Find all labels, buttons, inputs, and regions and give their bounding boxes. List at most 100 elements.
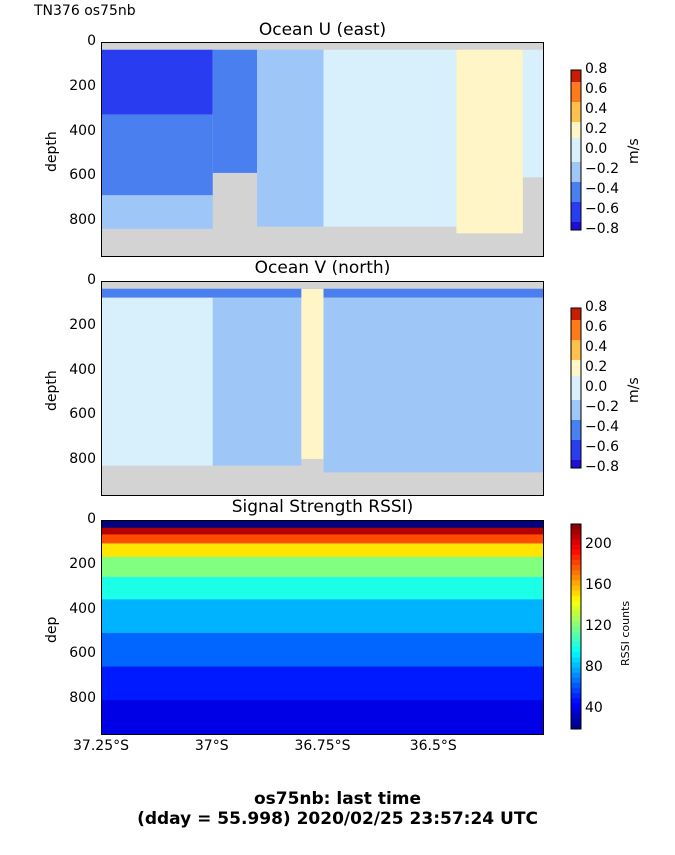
panel-1-colorbar-tick-1: 0.6 (585, 81, 608, 97)
panel-2-colorbar-segment-25 (571, 408, 581, 413)
panel-1-ytick-2: 400 (69, 122, 96, 139)
panel-1-colorbar-segment-32 (571, 198, 581, 203)
panel-2-colorbar-segment-11 (571, 352, 581, 357)
panel-3-colorbar-segment-25 (571, 652, 581, 658)
panel-3-colorbar-segment-7 (571, 559, 581, 566)
heatmap-region-7 (522, 49, 543, 178)
panel-1-colorbar-segment-18 (571, 142, 581, 147)
panel-1-colorbar-segment-16 (571, 134, 581, 139)
panel-2-colorbar-segment-15 (571, 368, 581, 373)
panel-3-colorbar-segment-27 (571, 662, 581, 668)
panel-1-colorbar-segment-25 (571, 170, 581, 175)
panel-1-colorbar-segment-38 (571, 222, 581, 227)
panel-3-colorbar-segment-12 (571, 585, 581, 592)
panel-3-colorbar-segment-34 (571, 698, 581, 704)
panel-1-colorbar-segment-26 (571, 174, 581, 179)
heatmap-band-4 (102, 576, 543, 600)
panel-1-ytick-3: 600 (69, 167, 96, 184)
panel-1-heatmap (102, 43, 543, 256)
panel-2-colorbar-segment-38 (571, 460, 581, 465)
panel-1-colorbar-segment-19 (571, 146, 581, 151)
panel-2-colorbar-segment-23 (571, 400, 581, 405)
panel-2-colorbar-segment-2 (571, 316, 581, 321)
heatmap-band-6 (102, 632, 543, 668)
panel-1-colorbar-segment-12 (571, 118, 581, 123)
panel-2-colorbar-tick-5: −0.2 (585, 399, 619, 415)
panel-3-colorbar-segment-10 (571, 575, 581, 581)
panel-3-colorbar-segment-9 (571, 570, 581, 576)
panel-1-colorbar-tick-2: 0.4 (585, 101, 608, 117)
footer-line-1: os75nb: last time (253, 789, 422, 809)
panel-2-colorbar-segment-8 (571, 340, 581, 345)
panel-3-colorbar-segment-6 (571, 554, 581, 561)
panel-2-ytick-4: 800 (69, 451, 96, 468)
panel-3-colorbar-segment-32 (571, 688, 581, 694)
xtick-label-1: 37°S (194, 738, 229, 754)
panel-3-colorbar-segment-38 (571, 718, 581, 725)
panel-2-colorbar-segment-4 (571, 324, 581, 329)
panel-3-colorbar-segment-29 (571, 672, 581, 679)
panel-2-ytick-2: 400 (69, 361, 96, 378)
heatmap-region-4 (323, 297, 543, 473)
panel-2-colorbar-segment-3 (571, 320, 581, 325)
panel-3-colorbar-segment-18 (571, 616, 581, 622)
panel-2-colorbar-label: m/s (626, 377, 642, 403)
panel-2-colorbar-segment-26 (571, 412, 581, 417)
panel-2-colorbar-tick-8: −0.8 (585, 459, 619, 475)
panel-3-colorbar-segment-1 (571, 529, 581, 535)
panel-3-ytick-1: 200 (69, 555, 96, 572)
panel-2-colorbar-tick-4: 0.0 (585, 379, 608, 395)
panel-1-colorbar-segment-17 (571, 138, 581, 143)
panel-1-colorbar-segment-2 (571, 78, 581, 83)
panel-1-colorbar-segment-0 (571, 70, 581, 75)
heatmap-region-6 (456, 49, 523, 234)
footer-line-2: (dday = 55.998) 2020/02/25 23:57:24 UTC (137, 809, 538, 829)
panel-3-colorbar-segment-37 (571, 713, 581, 720)
panel-1-colorbar-segment-39 (571, 226, 581, 231)
panel-3-colorbar-segment-33 (571, 693, 581, 699)
panel-1-colorbar-segment-20 (571, 150, 581, 155)
panel-1-colorbar-segment-8 (571, 102, 581, 107)
panel-3-colorbar-segment-20 (571, 626, 581, 633)
panel-3-colorbar-segment-26 (571, 657, 581, 663)
xtick-label-2: 36.75°S (294, 738, 351, 754)
panel-1-colorbar-segment-10 (571, 110, 581, 115)
panel-3-colorbar-segment-23 (571, 641, 581, 648)
heatmap-band-8 (102, 700, 543, 734)
panel-2-colorbar-segment-31 (571, 432, 581, 437)
panel-2-colorbar-segment-19 (571, 384, 581, 389)
panel-2-colorbar-segment-6 (571, 332, 581, 337)
panel-2-colorbar-tick-7: −0.6 (585, 439, 619, 455)
heatmap-region-3 (301, 288, 324, 459)
panel-2-colorbar-outline (570, 307, 582, 469)
panel-3-title: Signal Strength RSSI) (231, 497, 414, 517)
panel-3-colorbar-segment-15 (571, 600, 581, 607)
panel-1-ytick-4: 800 (69, 212, 96, 229)
panel-2-colorbar-segment-29 (571, 424, 581, 429)
panel-3-colorbar-tick-0: 200 (585, 535, 612, 552)
panel-3-colorbar-segment-2 (571, 534, 581, 540)
heatmap-band-0 (102, 527, 543, 535)
panel-2-colorbar-segment-33 (571, 440, 581, 445)
panel-1-title: Ocean U (east) (258, 20, 387, 40)
panel-2-colorbar-segment-36 (571, 452, 581, 457)
panel-1-colorbar-tick-0: 0.8 (585, 61, 608, 77)
panel-2-colorbar (570, 307, 582, 469)
panel-3-colorbar-segment-30 (571, 677, 581, 684)
panel-3-colorbar-outline (570, 523, 582, 730)
panel-1-colorbar-segment-11 (571, 114, 581, 119)
panel-2-colorbar-segment-0 (571, 308, 581, 313)
panel-1-ytick-0: 0 (87, 33, 96, 49)
panel-1-ytick-1: 200 (69, 77, 96, 94)
panel-3-colorbar-tick-4: 40 (585, 699, 603, 716)
panel-2-colorbar-segment-28 (571, 420, 581, 425)
panel-1-colorbar-segment-4 (571, 86, 581, 91)
panel-1-colorbar-tick-8: −0.8 (585, 221, 619, 237)
panel-1-colorbar-tick-4: 0.0 (585, 141, 608, 157)
panel-1-colorbar-label: m/s (626, 138, 642, 164)
panel-3-colorbar-segment-4 (571, 544, 581, 551)
heatmap-region-0 (102, 49, 213, 115)
panel-2-colorbar-segment-34 (571, 444, 581, 449)
panel-3-colorbar-segment-39 (571, 723, 581, 730)
panel-3-colorbar-tick-3: 80 (585, 658, 603, 675)
